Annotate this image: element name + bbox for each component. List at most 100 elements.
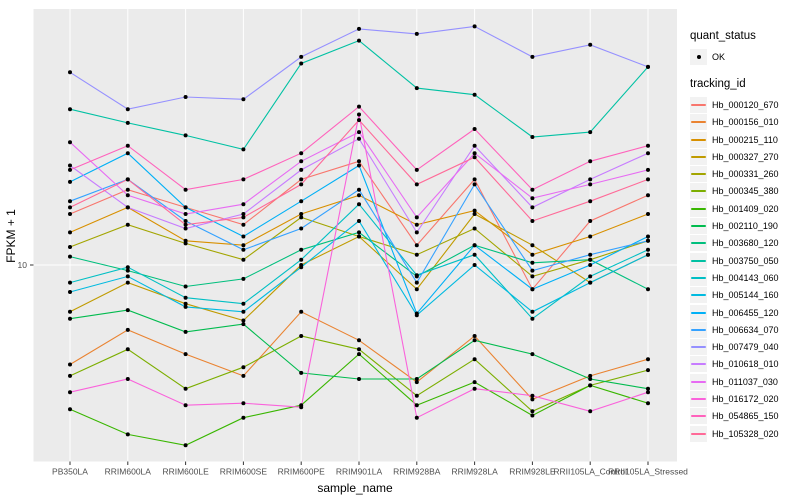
- data-point: [241, 301, 246, 306]
- legend-item-Hb_003680_120: Hb_003680_120: [690, 235, 798, 252]
- data-point: [588, 159, 593, 164]
- data-point: [241, 373, 246, 378]
- data-point: [472, 143, 477, 148]
- legend-line-icon: [691, 207, 706, 210]
- legend-item-label: Hb_006455_120: [712, 307, 779, 318]
- data-point: [357, 187, 361, 192]
- data-point: [299, 265, 304, 270]
- legend-key-box: [690, 321, 707, 338]
- data-point: [530, 219, 535, 223]
- data-point: [299, 61, 304, 66]
- data-point: [241, 222, 246, 227]
- data-point: [530, 397, 535, 402]
- data-point: [241, 415, 246, 420]
- legend-key-box: [690, 269, 707, 286]
- data-point: [299, 199, 304, 204]
- legend-key-box: [690, 235, 707, 252]
- data-point: [646, 252, 650, 257]
- data-point: [183, 295, 188, 300]
- data-point: [68, 407, 72, 412]
- data-point: [646, 151, 650, 156]
- data-point: [68, 290, 72, 294]
- legend-key-box: [690, 425, 707, 442]
- data-point: [68, 254, 72, 259]
- data-point: [357, 338, 361, 343]
- data-point: [183, 219, 188, 223]
- legend-item-label: Hb_007479_040: [712, 342, 779, 353]
- legend-item-Hb_054865_150: Hb_054865_150: [690, 408, 798, 425]
- legend-tracking-block: tracking_id Hb_000120_670 Hb_000156_010 Hb…: [690, 78, 798, 442]
- data-point: [530, 352, 535, 357]
- legend-item-label: Hb_016172_020: [712, 393, 779, 404]
- data-point: [241, 276, 246, 281]
- legend-item-label: Hb_001409_020: [712, 203, 779, 214]
- legend-line-icon: [691, 432, 706, 435]
- data-point: [125, 107, 130, 112]
- data-point: [125, 177, 130, 182]
- data-point: [588, 234, 593, 239]
- data-point: [472, 334, 477, 338]
- data-point: [241, 212, 246, 216]
- data-point: [530, 413, 535, 418]
- data-point: [472, 208, 477, 213]
- legend-line-icon: [691, 225, 706, 228]
- data-point: [530, 409, 535, 414]
- legend-item-Hb_003750_050: Hb_003750_050: [690, 252, 798, 269]
- legend-item-Hb_000215_110: Hb_000215_110: [690, 131, 798, 148]
- data-point: [472, 380, 477, 385]
- data-point: [646, 386, 650, 391]
- data-point: [125, 143, 130, 148]
- data-point: [530, 135, 535, 139]
- x-tick-label: RRIM928LE: [509, 467, 556, 477]
- legend-line-icon: [691, 328, 706, 331]
- data-point: [183, 95, 188, 99]
- data-point: [241, 97, 246, 102]
- data-point: [183, 443, 188, 448]
- legend-key-box: [690, 304, 707, 321]
- legend-key-box: [690, 339, 707, 356]
- data-point: [472, 357, 477, 362]
- data-point: [183, 284, 188, 289]
- data-point: [414, 215, 419, 220]
- data-point: [588, 373, 593, 378]
- data-point: [414, 31, 419, 36]
- data-point: [299, 226, 304, 231]
- data-point: [646, 357, 650, 362]
- data-point: [241, 322, 246, 327]
- data-point: [183, 304, 188, 309]
- legend-line-icon: [691, 103, 706, 106]
- data-point: [357, 163, 361, 168]
- data-point: [472, 263, 477, 267]
- data-point: [414, 230, 419, 235]
- data-point: [530, 205, 535, 210]
- x-tick-label: RRIM928LA: [451, 467, 498, 477]
- legend-key-box: [690, 96, 707, 113]
- data-point: [588, 280, 593, 285]
- legend-item-label: Hb_054865_150: [712, 411, 779, 422]
- data-point: [125, 432, 130, 437]
- data-point: [646, 64, 650, 69]
- data-point: [68, 107, 72, 112]
- x-tick-label: RRIM600PE: [278, 467, 326, 477]
- legend-quant-status-title: quant_status: [690, 30, 756, 42]
- data-point: [241, 234, 246, 239]
- data-point: [530, 243, 535, 248]
- legend-key-box: [690, 148, 707, 165]
- data-point: [68, 163, 72, 168]
- data-point: [68, 199, 72, 204]
- data-point: [472, 243, 477, 248]
- data-point: [183, 352, 188, 357]
- data-point: [530, 287, 535, 292]
- data-point: [125, 274, 130, 279]
- legend-line-icon: [691, 276, 706, 279]
- data-point: [299, 212, 304, 216]
- data-point: [299, 370, 304, 375]
- data-point: [299, 247, 304, 252]
- legend-item-Hb_004143_060: Hb_004143_060: [690, 269, 798, 286]
- data-point: [241, 177, 246, 182]
- data-point: [125, 222, 130, 227]
- data-point: [357, 38, 361, 43]
- data-point: [414, 287, 419, 292]
- data-point: [68, 212, 72, 216]
